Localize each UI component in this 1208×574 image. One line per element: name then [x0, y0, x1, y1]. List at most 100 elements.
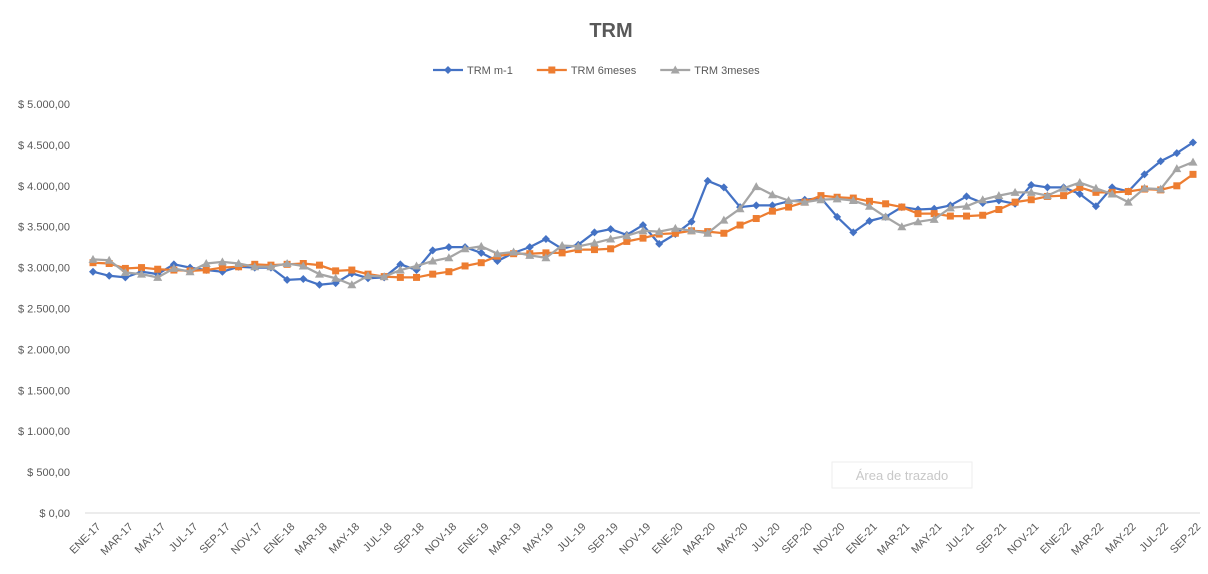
- marker: [1076, 183, 1084, 191]
- marker: [590, 246, 598, 254]
- x-tick-label: MAY-19: [521, 521, 556, 556]
- marker: [929, 214, 939, 223]
- x-tick-label: ENE-18: [262, 521, 298, 557]
- marker: [461, 262, 469, 270]
- marker: [751, 182, 761, 191]
- marker: [1092, 188, 1100, 196]
- marker: [687, 226, 697, 235]
- marker: [849, 228, 858, 237]
- y-tick-label: $ 3.500,00: [18, 222, 70, 234]
- marker: [703, 176, 712, 185]
- tooltip-box: [831, 461, 973, 489]
- marker: [622, 231, 632, 240]
- marker: [946, 212, 954, 220]
- marker: [283, 275, 292, 284]
- x-tick-label: NOV-21: [1005, 521, 1041, 557]
- x-tick-label: JUL-17: [167, 521, 201, 555]
- marker: [1173, 182, 1181, 190]
- x-tick-label: JUL-19: [555, 521, 589, 555]
- marker: [1091, 183, 1101, 192]
- x-tick-label: NOV-18: [423, 521, 459, 557]
- marker: [363, 271, 373, 280]
- marker: [541, 234, 550, 243]
- marker: [898, 203, 906, 211]
- marker: [735, 204, 745, 213]
- x-tick-label: NOV-20: [811, 521, 847, 557]
- marker: [138, 264, 146, 272]
- marker: [525, 243, 534, 252]
- y-tick-label: $ 5.000,00: [18, 99, 70, 111]
- marker: [638, 226, 648, 235]
- marker: [719, 215, 729, 224]
- marker: [1011, 198, 1019, 206]
- marker: [832, 194, 842, 203]
- marker: [590, 228, 599, 237]
- marker: [120, 268, 130, 277]
- marker: [315, 261, 323, 269]
- y-tick-label: $ 1.000,00: [18, 426, 70, 438]
- marker: [201, 259, 211, 268]
- marker: [395, 265, 405, 274]
- marker: [217, 257, 227, 266]
- marker: [670, 65, 680, 74]
- marker: [639, 234, 647, 242]
- marker: [736, 221, 744, 229]
- marker: [607, 245, 615, 253]
- marker: [994, 191, 1004, 200]
- marker: [671, 229, 679, 237]
- marker: [1059, 183, 1069, 192]
- marker: [218, 264, 226, 272]
- marker: [719, 183, 728, 192]
- y-tick-label: $ 500,00: [27, 467, 70, 479]
- x-tick-label: SEP-22: [1168, 521, 1203, 556]
- x-tick-label: MAR-17: [99, 521, 136, 558]
- marker: [444, 66, 452, 74]
- marker: [1075, 178, 1085, 187]
- x-tick-label: SEP-20: [780, 521, 815, 556]
- marker: [1042, 191, 1052, 200]
- marker: [897, 222, 907, 231]
- marker: [785, 203, 793, 211]
- marker: [314, 269, 324, 278]
- marker: [477, 248, 486, 257]
- marker: [881, 212, 891, 221]
- marker: [282, 259, 292, 268]
- marker: [266, 262, 276, 271]
- marker: [1188, 157, 1198, 166]
- marker: [104, 255, 114, 264]
- marker: [1156, 157, 1165, 166]
- marker: [89, 267, 97, 276]
- marker: [1027, 196, 1035, 204]
- x-tick-label: MAY-17: [133, 521, 168, 556]
- marker: [768, 207, 776, 215]
- x-tick-label: ENE-17: [68, 521, 104, 557]
- marker: [1043, 183, 1052, 192]
- marker: [606, 225, 615, 234]
- marker: [768, 201, 777, 210]
- marker: [833, 212, 842, 221]
- y-tick-label: $ 4.000,00: [18, 181, 70, 193]
- marker: [558, 249, 566, 257]
- marker: [864, 201, 874, 210]
- marker: [687, 217, 696, 226]
- marker: [548, 66, 556, 74]
- marker: [428, 256, 438, 265]
- marker: [396, 260, 405, 269]
- marker: [752, 201, 761, 210]
- marker: [589, 238, 599, 247]
- x-tick-label: SEP-19: [586, 521, 621, 556]
- marker: [541, 253, 551, 262]
- legend-label: TRM 3meses: [694, 65, 760, 77]
- x-tick-label: MAR-18: [293, 521, 330, 558]
- marker: [623, 237, 631, 245]
- x-tick-label: MAY-20: [715, 521, 750, 556]
- marker: [1189, 170, 1197, 178]
- marker: [299, 275, 308, 284]
- marker: [298, 261, 308, 270]
- marker: [995, 206, 1003, 214]
- marker: [492, 249, 502, 258]
- marker: [848, 196, 858, 205]
- x-tick-label: ENE-21: [844, 521, 880, 557]
